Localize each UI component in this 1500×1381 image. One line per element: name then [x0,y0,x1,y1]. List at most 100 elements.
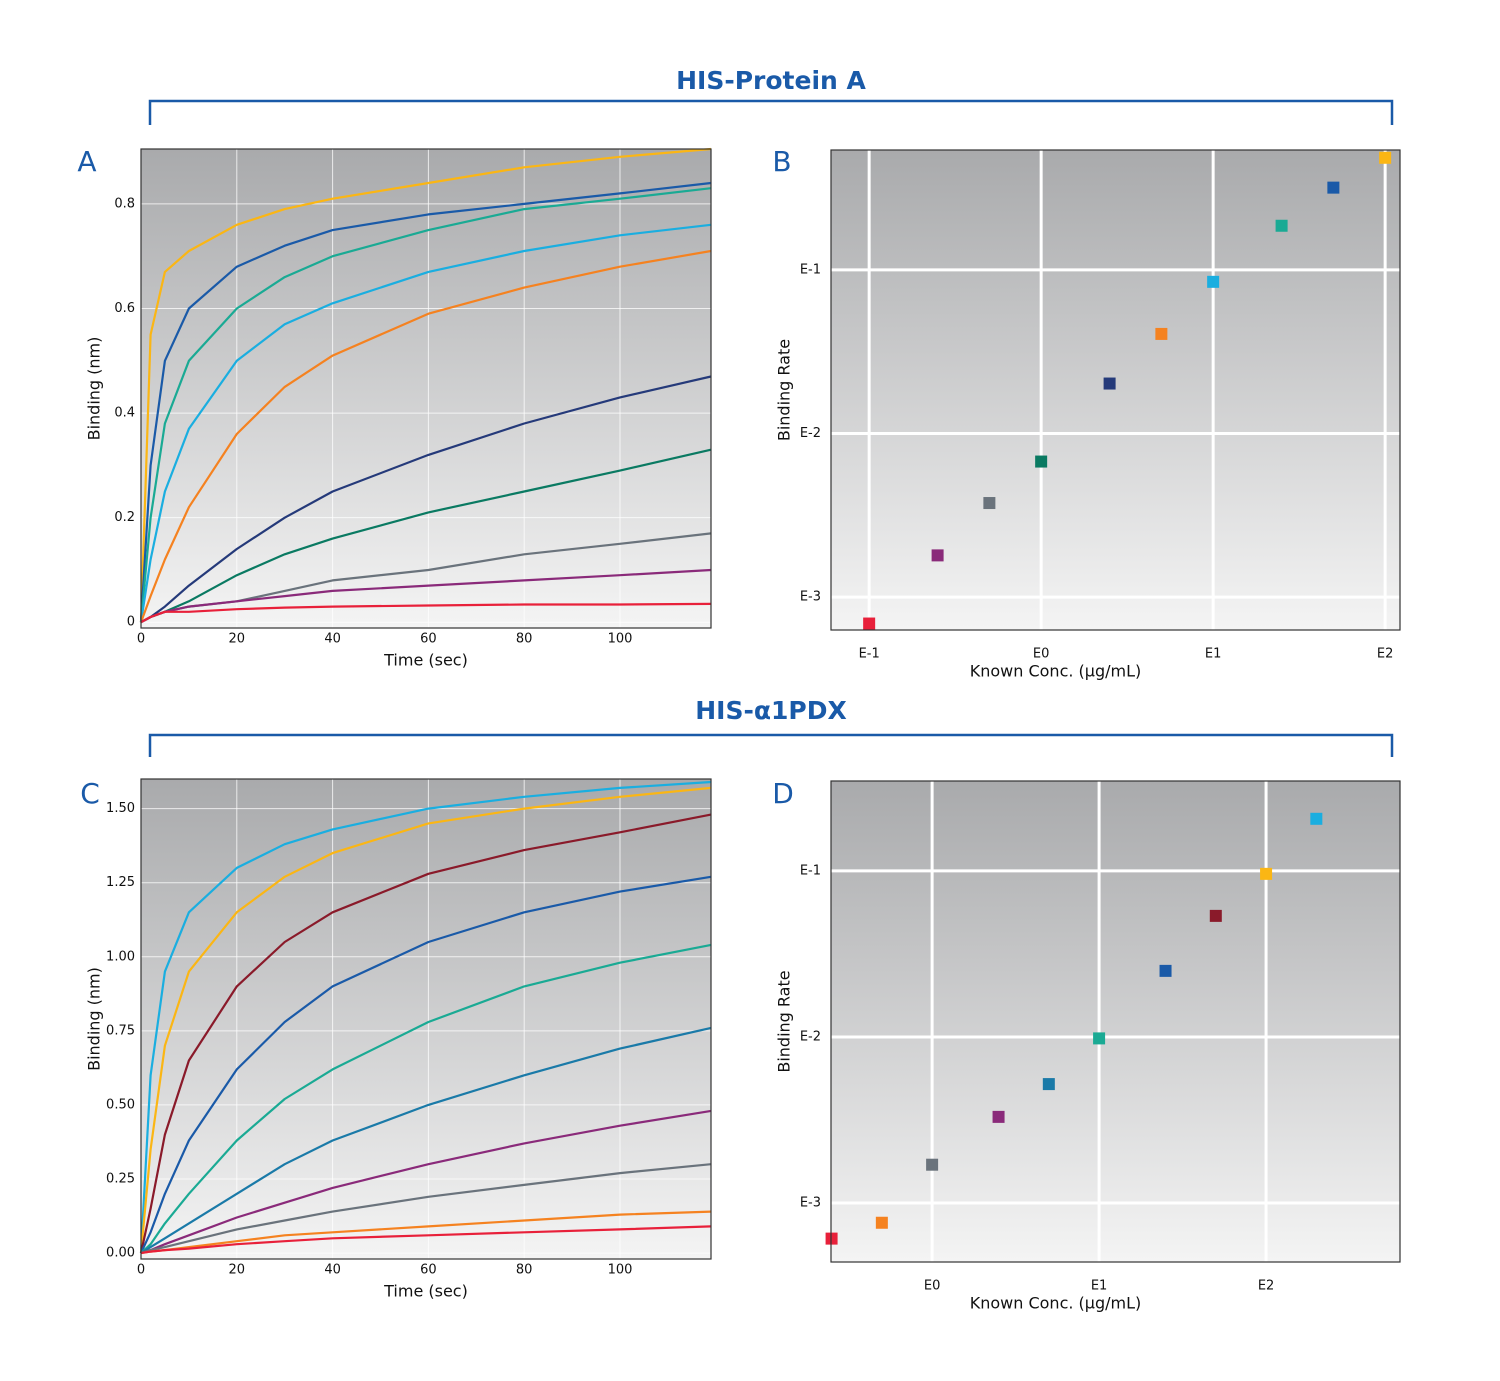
x-tick-label: 60 [420,632,437,647]
y-tick-label: 0.00 [106,1246,135,1261]
x-tick-label: 100 [608,1263,633,1278]
x-axis-label: Known Conc. (µg/mL) [970,662,1142,681]
group-title: HIS-α1PDX [695,696,847,725]
plot-frame [830,149,1401,631]
y-tick-label: 0.8 [114,196,135,211]
panel-letter: B [772,145,791,178]
point [1103,377,1116,390]
y-tick-label: 0 [127,615,135,630]
point [1155,327,1168,340]
y-tick-label: E-3 [800,590,821,605]
y-axis-label: Binding (nm) [85,337,104,441]
line [140,1163,712,1255]
line [139,147,712,623]
panel-letter: C [80,777,100,810]
y-tick-label: 0.4 [114,406,135,421]
bracket [148,99,1394,125]
x-tick-label: 40 [324,1263,341,1278]
x-axis-label: Time (sec) [383,1282,468,1301]
x-axis-label: Known Conc. (µg/mL) [970,1294,1142,1313]
point [1275,219,1288,232]
y-tick-label: 1.25 [106,875,135,890]
point [992,1110,1005,1123]
y-tick-label: 1.50 [106,801,135,816]
x-tick-label: E1 [1205,647,1222,662]
y-tick-label: 0.6 [114,301,135,316]
y-axis-label: Binding Rate [775,970,794,1072]
point [1209,909,1222,922]
line [139,187,712,623]
panel: E-1 E0 E1 E2 E-3 E-2 E-1 Known Conc. (µg/mL) Bin… [772,145,1401,681]
x-tick-label: 80 [516,1263,533,1278]
x-tick-label: 80 [516,632,533,647]
y-tick-label: E-1 [800,863,821,878]
plot-area [831,150,1400,630]
plot-frame [140,778,712,1260]
plot-area [141,779,711,1259]
plot-frame [140,148,712,629]
bracket [148,733,1394,757]
y-tick-label: E-1 [800,262,821,277]
x-axis-label: Time (sec) [383,651,468,670]
y-tick-label: E-2 [800,1029,821,1044]
line [139,223,712,623]
line [140,1026,712,1255]
x-tick-label: 0 [137,1263,145,1278]
panel-letter: A [77,145,96,178]
y-axis-label: Binding Rate [775,339,794,441]
line [139,249,712,623]
y-tick-label: 0.50 [106,1097,135,1112]
y-tick-label: 0.25 [106,1172,135,1187]
point [1260,867,1273,880]
line [140,375,712,624]
point [1159,964,1172,977]
point [1093,1032,1106,1045]
x-tick-label: E0 [1033,647,1050,662]
x-tick-label: E-1 [859,647,880,662]
line [139,813,712,1254]
x-tick-label: 40 [324,632,341,647]
point [1327,181,1340,194]
line [140,1225,712,1255]
x-tick-label: 100 [608,632,633,647]
y-axis-label: Binding (nm) [85,967,104,1071]
point [1379,151,1392,164]
y-tick-label: 1.00 [106,949,135,964]
line [139,786,712,1254]
line [140,1109,712,1255]
y-tick-label: E-2 [800,426,821,441]
line [140,602,712,624]
x-tick-label: E2 [1258,1279,1275,1294]
y-tick-label: 0.75 [106,1023,135,1038]
plot-area [141,149,711,628]
y-tick-label: E-3 [800,1195,821,1210]
point [875,1216,888,1229]
y-tick-label: 0.2 [114,510,135,525]
line [139,181,712,623]
x-tick-label: E0 [924,1279,941,1294]
line [140,943,712,1254]
panel: 0 20 40 60 80 100 0.00 0.25 0.50 0.75 1.00 1.25 1.50… [80,777,712,1301]
x-tick-label: 0 [137,632,145,647]
point [1042,1078,1055,1091]
group-title: HIS-Protein A [676,66,866,95]
line [139,780,712,1254]
point [863,617,876,630]
line [140,875,712,1254]
point [931,549,944,562]
point [1207,275,1220,288]
x-tick-label: 60 [420,1263,437,1278]
panel: E0 E1 E2 E-3 E-2 E-1 Known Conc. (µg/mL) Bindin… [772,777,1401,1313]
panel: 0 20 40 60 80 100 0 0.2 0.4 0.6 0.8 Time (sec) Bindi… [77,145,712,670]
plot-frame [830,780,1401,1263]
point [1310,812,1323,825]
panel-letter: D [772,777,794,810]
plot-area [831,781,1400,1262]
point [1035,455,1048,468]
x-tick-label: E2 [1377,647,1394,662]
x-tick-label: E1 [1091,1279,1108,1294]
point [926,1158,939,1171]
x-tick-label: 20 [229,1263,246,1278]
x-tick-label: 20 [229,632,246,647]
